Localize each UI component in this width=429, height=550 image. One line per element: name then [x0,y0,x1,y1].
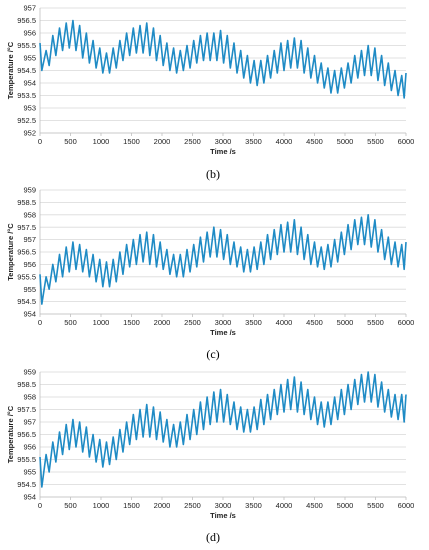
series-line-0 [39,19,407,99]
x-tick-label: 0 [38,501,42,510]
x-axis-title: Time /s [210,328,236,337]
x-tick-label: 4500 [306,318,323,327]
y-tick-label: 953.5 [17,91,36,100]
y-tick-label: 956.5 [17,430,36,439]
x-tick-label: 4000 [276,318,293,327]
x-tick-label: 500 [64,137,77,146]
y-tick-label: 952 [23,129,36,138]
series-line-0 [39,371,407,488]
x-tick-label: 3000 [215,137,232,146]
panel-caption: (c) [206,347,219,361]
chart-panel-0: 952 952.5 953 953.5 954 954.5 955 955.5 956 956.5… [6,4,414,181]
panel-caption: (b) [206,167,220,181]
y-tick-label: 957 [23,418,36,427]
y-tick-label: 957.5 [17,223,36,232]
y-tick-label: 953 [23,104,36,113]
x-tick-label: 5000 [337,137,354,146]
x-tick-label: 3500 [245,137,262,146]
y-tick-label: 956 [23,443,36,452]
x-tick-label: 5000 [337,318,354,327]
x-tick-label: 5000 [337,501,354,510]
y-tick-label: 958 [23,210,36,219]
y-tick-label: 955.5 [17,455,36,464]
y-tick-label: 954.5 [17,297,36,306]
y-tick-label: 956 [23,260,36,269]
y-tick-label: 952.5 [17,116,36,125]
y-tick-label: 958.5 [17,198,36,207]
x-tick-label: 5500 [367,501,384,510]
y-tick-label: 956.5 [17,16,36,25]
x-tick-label: 2000 [154,501,171,510]
x-tick-label: 6000 [398,137,415,146]
panel-caption: (d) [206,530,220,544]
y-tick-label: 954 [23,310,36,319]
y-tick-label: 954.5 [17,480,36,489]
x-tick-label: 5500 [367,318,384,327]
y-tick-label: 956.5 [17,248,36,257]
x-tick-label: 2000 [154,318,171,327]
chart-panel-1: 954 954.5 955 955.5 956 956.5 957 957.5 958 958.5… [6,186,414,361]
y-tick-label: 958 [23,393,36,402]
x-tick-label: 2500 [184,501,201,510]
chart-panel-2: 954 954.5 955 955.5 956 956.5 957 957.5 958 958.5… [6,368,414,544]
y-axis-title: Temperature /°C [6,223,15,281]
x-tick-label: 3500 [245,318,262,327]
x-tick-label: 4000 [276,137,293,146]
x-tick-label: 5500 [367,137,384,146]
x-tick-label: 1000 [93,137,110,146]
x-tick-label: 500 [64,318,77,327]
y-tick-label: 956 [23,29,36,38]
x-tick-label: 4500 [306,501,323,510]
x-tick-label: 6000 [398,501,415,510]
x-tick-label: 3000 [215,318,232,327]
y-tick-label: 955.5 [17,272,36,281]
y-tick-label: 958.5 [17,380,36,389]
x-axis-title: Time /s [210,147,236,156]
x-tick-label: 0 [38,137,42,146]
y-tick-label: 957 [23,4,36,13]
x-tick-label: 1000 [93,318,110,327]
y-tick-label: 954 [23,493,36,502]
y-tick-label: 954 [23,79,36,88]
y-tick-label: 955 [23,285,36,294]
series-line-0 [39,214,407,305]
x-tick-label: 2000 [154,137,171,146]
y-tick-label: 955 [23,54,36,63]
x-tick-label: 3000 [215,501,232,510]
y-axis-title: Temperature /°C [6,41,15,99]
x-tick-label: 1000 [93,501,110,510]
x-tick-label: 1500 [123,501,140,510]
y-tick-label: 955.5 [17,41,36,50]
x-tick-label: 2500 [184,137,201,146]
y-tick-label: 955 [23,468,36,477]
x-tick-label: 0 [38,318,42,327]
x-tick-label: 2500 [184,318,201,327]
x-tick-label: 1500 [123,137,140,146]
x-tick-label: 4000 [276,501,293,510]
y-axis-title: Temperature /°C [6,405,15,463]
y-tick-label: 959 [23,368,36,377]
x-axis-title: Time /s [210,511,236,520]
x-tick-label: 500 [64,501,77,510]
x-tick-label: 6000 [398,318,415,327]
y-tick-label: 957 [23,235,36,244]
y-tick-label: 957.5 [17,405,36,414]
x-tick-label: 3500 [245,501,262,510]
y-tick-label: 954.5 [17,66,36,75]
x-tick-label: 4500 [306,137,323,146]
y-tick-label: 959 [23,186,36,195]
x-tick-label: 1500 [123,318,140,327]
